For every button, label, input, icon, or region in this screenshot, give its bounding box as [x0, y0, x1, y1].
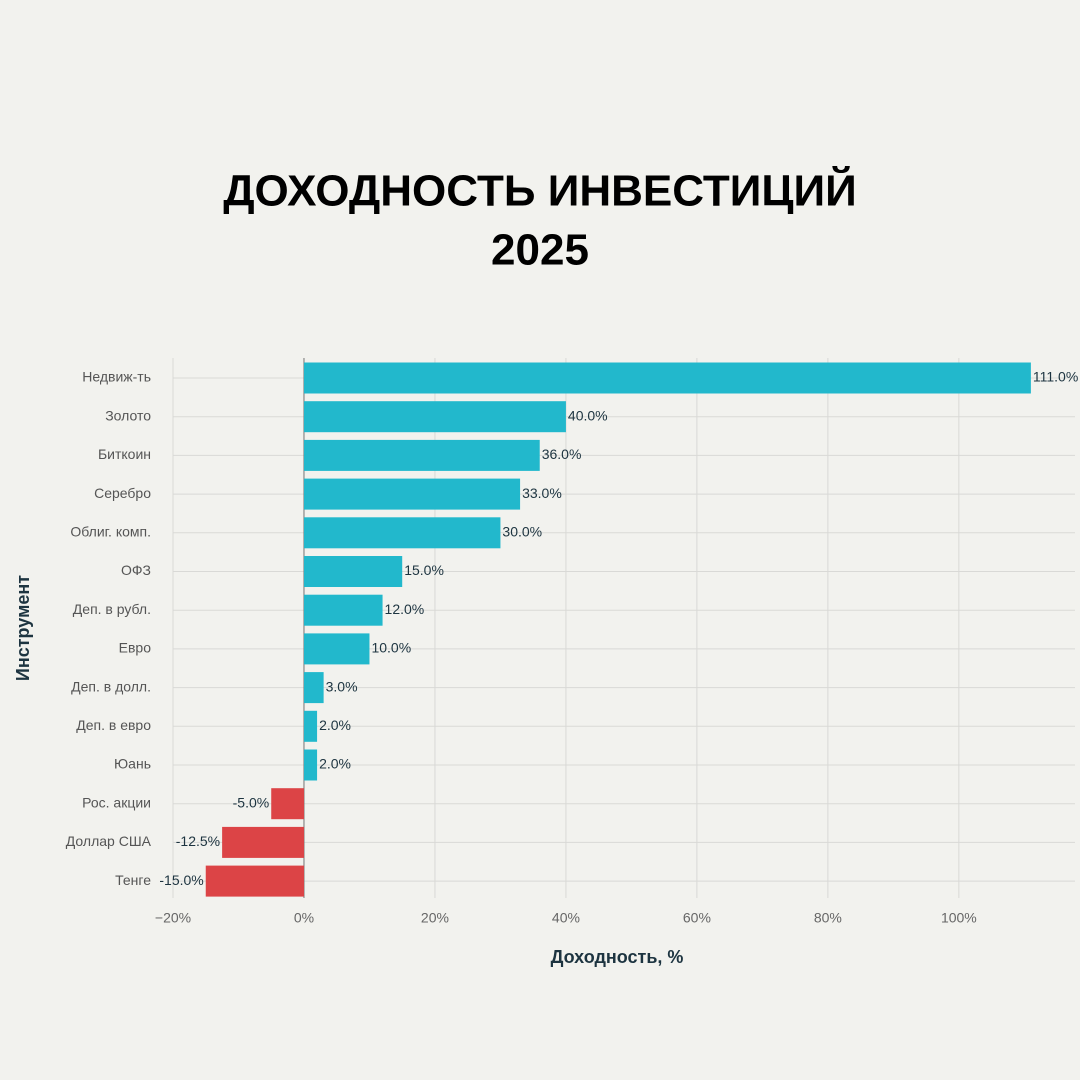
y-tick-label: Юань — [114, 756, 151, 772]
bar — [303, 556, 403, 587]
y-tick-label: ОФЗ — [121, 562, 151, 578]
x-tick-label: 40% — [552, 910, 580, 926]
bar — [303, 401, 566, 433]
bar — [303, 633, 370, 665]
bar — [303, 749, 318, 781]
y-tick-label: Золото — [105, 407, 151, 423]
y-tick-label: Облиг. комп. — [70, 524, 151, 540]
y-axis-label: Инструмент — [13, 575, 33, 681]
y-tick-label: Евро — [119, 640, 152, 656]
bar — [303, 517, 501, 549]
bar — [205, 865, 304, 897]
x-axis-label: Доходность, % — [551, 947, 684, 967]
value-label: 111.0% — [1033, 369, 1078, 385]
x-tick-label: −20% — [155, 910, 191, 926]
x-tick-label: 0% — [294, 910, 314, 926]
bar — [303, 710, 318, 742]
y-tick-label: Серебро — [94, 485, 151, 501]
chart-title: ДОХОДНОСТЬ ИНВЕСТИЦИЙ — [223, 165, 857, 216]
y-tick-label: Деп. в долл. — [71, 678, 151, 694]
value-label: 12.0% — [385, 601, 425, 617]
bar — [303, 439, 540, 471]
value-label: -5.0% — [233, 794, 270, 810]
value-label: 15.0% — [404, 562, 444, 578]
value-label: -12.5% — [176, 833, 220, 849]
value-label: 10.0% — [371, 640, 411, 656]
bar — [303, 594, 383, 626]
value-label: 2.0% — [319, 756, 351, 772]
value-label: 40.0% — [568, 407, 608, 423]
y-tick-label: Тенге — [115, 872, 151, 888]
value-label: 3.0% — [326, 678, 358, 694]
bar — [271, 788, 304, 820]
bar — [303, 362, 1031, 394]
chart-title: 2025 — [491, 226, 589, 275]
bar — [222, 826, 304, 858]
y-tick-label: Рос. акции — [82, 794, 151, 810]
value-label: 30.0% — [502, 524, 542, 540]
y-tick-label: Недвиж-ть — [82, 369, 151, 385]
y-tick-label: Деп. в евро — [76, 717, 151, 733]
y-tick-label: Биткоин — [98, 446, 151, 462]
y-tick-label: Доллар США — [66, 833, 152, 849]
x-tick-label: 60% — [683, 910, 711, 926]
x-tick-label: 80% — [814, 910, 842, 926]
y-tick-label: Деп. в рубл. — [73, 601, 151, 617]
value-label: 33.0% — [522, 485, 562, 501]
x-tick-label: 20% — [421, 910, 449, 926]
value-label: 36.0% — [542, 446, 582, 462]
x-tick-label: 100% — [941, 910, 977, 926]
bar — [303, 672, 324, 704]
bar — [303, 478, 521, 510]
value-label: -15.0% — [159, 872, 203, 888]
value-label: 2.0% — [319, 717, 351, 733]
